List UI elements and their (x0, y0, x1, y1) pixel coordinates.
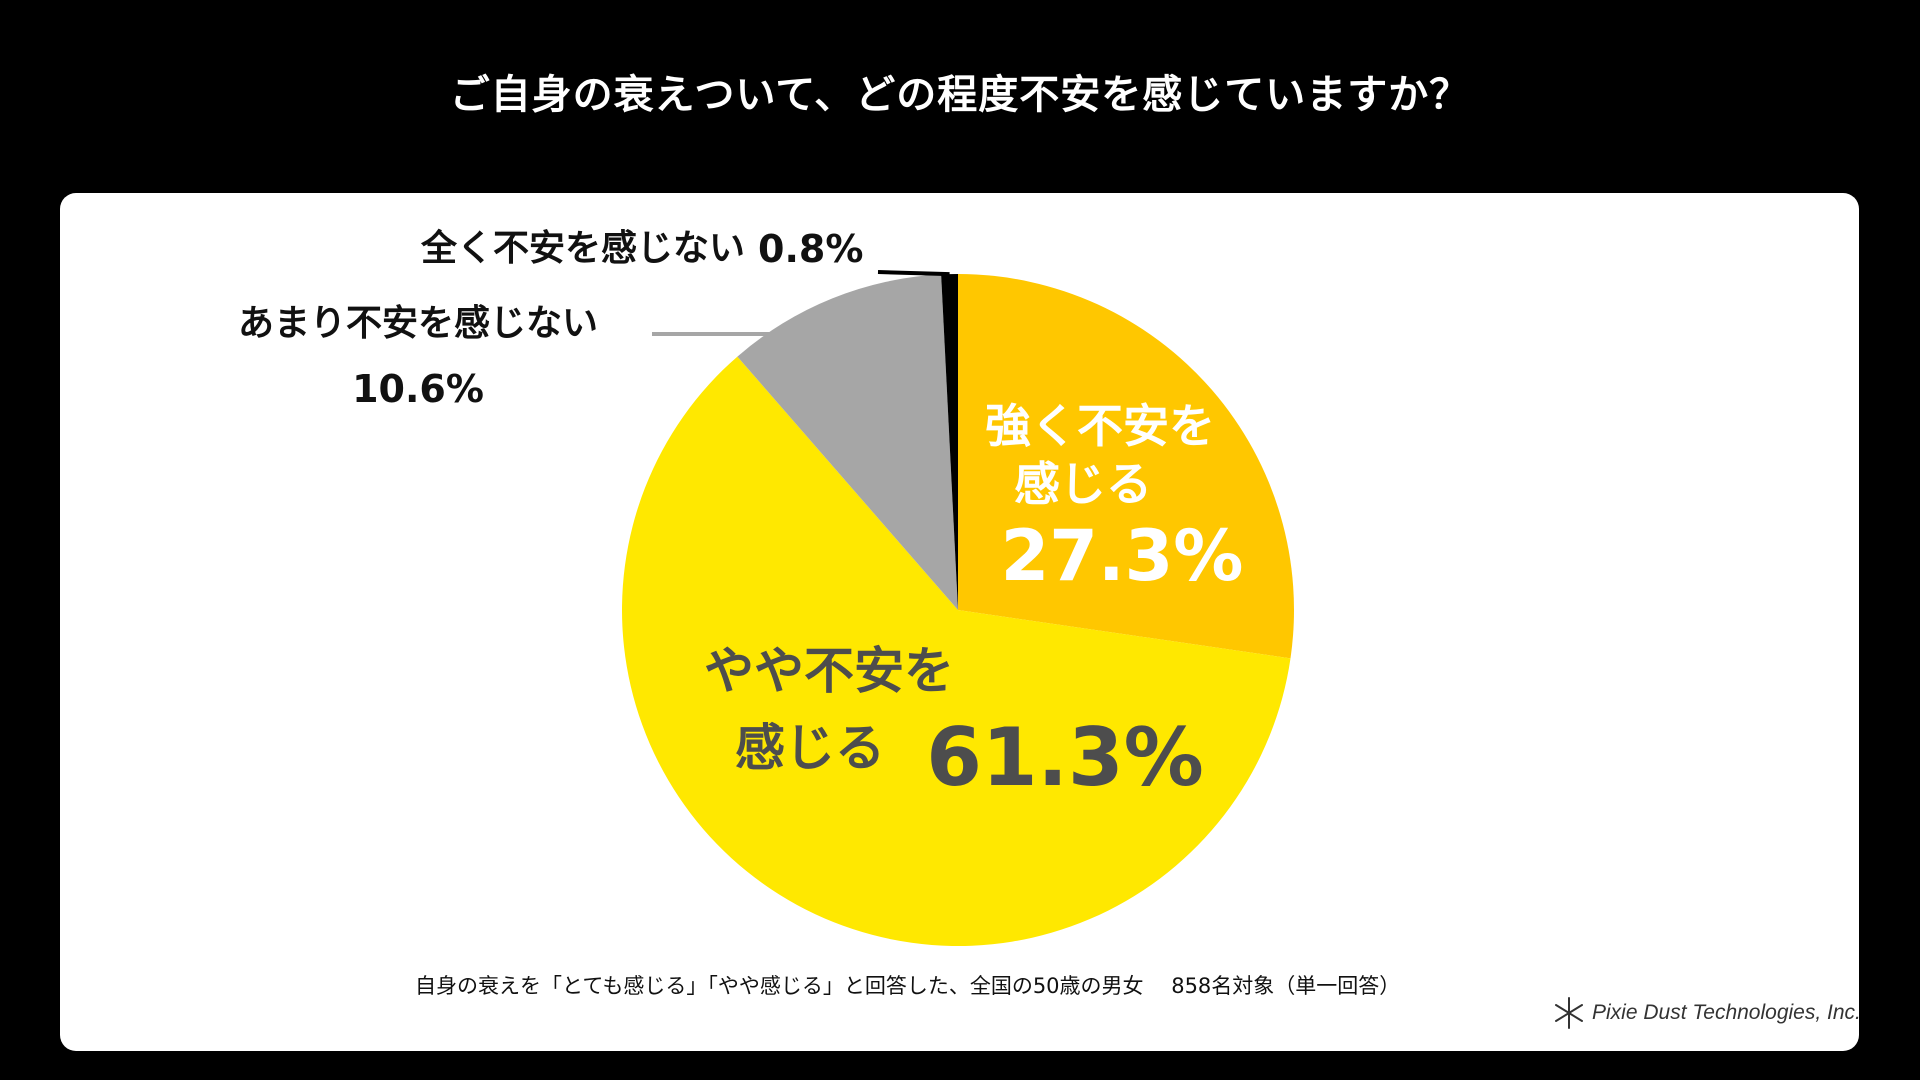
slice-label-strong-line2: 感じる (1014, 457, 1152, 511)
pie-slice-notatall (941, 274, 958, 610)
pie-slice-notmuch (737, 274, 958, 610)
slice-value-notatall: 0.8% (758, 227, 863, 271)
slice-value-somewhat: 61.3% (926, 711, 1204, 804)
slice-label-notmuch: あまり不安を感じない (238, 303, 598, 344)
slice-value-notmuch: 10.6% (352, 367, 484, 411)
asterisk-logo-icon (1555, 997, 1583, 1029)
slice-value-strong: 27.3% (1001, 515, 1244, 597)
slice-label-somewhat-line2: 感じる (735, 719, 885, 777)
slice-label-notatall: 全く不安を感じない (420, 227, 745, 269)
pie-slice-strong (958, 274, 1294, 659)
page-title: ご自身の衰えついて、どの程度不安を感じていますか？ (449, 72, 1471, 118)
slice-label-strong-line1: 強く不安を (985, 399, 1215, 453)
slice-label-somewhat-line1: やや不安を (704, 642, 954, 700)
pie-slice-somewhat (622, 356, 1291, 946)
brand-logo: Pixie Dust Technologies, Inc. (1552, 996, 1861, 1030)
brand-name: Pixie Dust Technologies, Inc. (1592, 1001, 1861, 1024)
survey-footnote: 自身の衰えを「とても感じる」「やや感じる」と回答した、全国の50歳の男女 858… (415, 974, 1401, 998)
leader-line-notatall (877, 270, 950, 277)
